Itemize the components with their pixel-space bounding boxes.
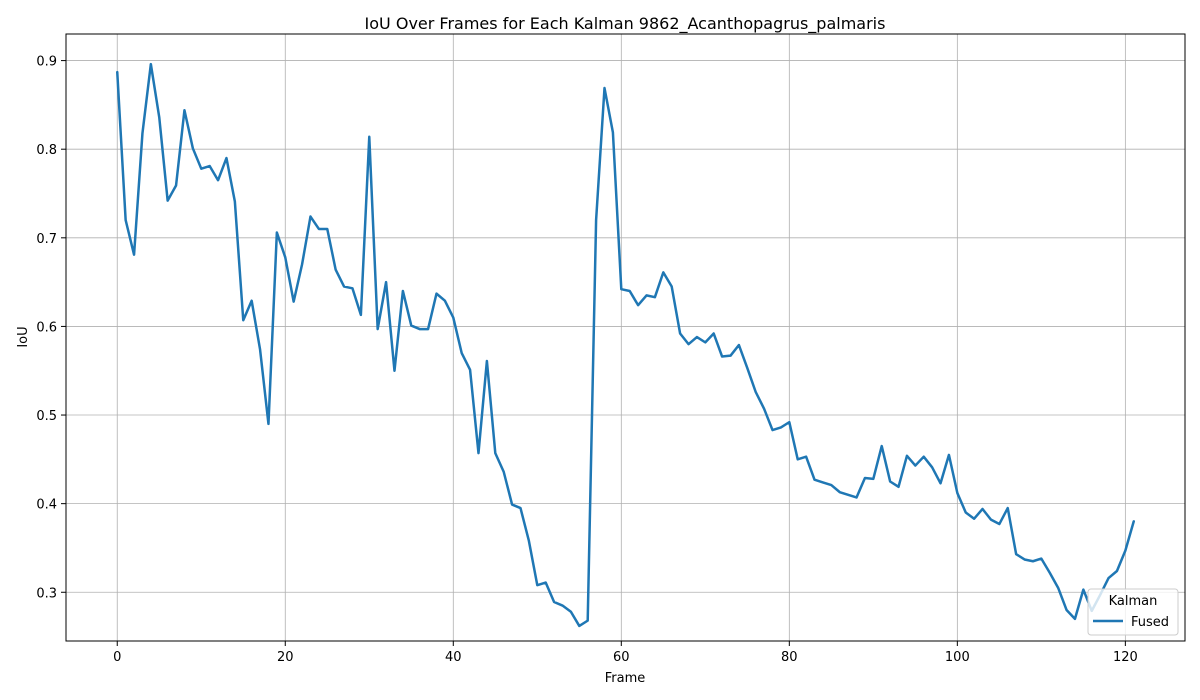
x-tick-label: 20: [277, 650, 294, 665]
y-tick-label: 0.9: [36, 55, 57, 70]
y-tick-label: 0.3: [36, 586, 57, 601]
y-tick-label: 0.4: [36, 498, 57, 513]
legend-frame: [1087, 588, 1179, 636]
x-tick-label: 60: [613, 650, 630, 665]
axis-ticks: 0 20 40 60 80 100 120 0.3 0.4 0.5 0.6 0.7 0.8 0.9: [36, 55, 1137, 665]
x-axis-label: Frame: [605, 671, 646, 686]
legend-title: Kalman: [1109, 594, 1158, 609]
chart-title: IoU Over Frames for Each Kalman 9862_Aca…: [365, 14, 886, 34]
x-tick-label: 100: [945, 650, 970, 665]
chart-legend: Kalman Fused: [1087, 588, 1179, 636]
y-tick-label: 0.5: [36, 409, 57, 424]
y-axis-label: IoU: [16, 326, 31, 347]
y-tick-label: 0.8: [36, 143, 57, 158]
x-tick-label: 80: [781, 650, 798, 665]
grid-lines: [66, 34, 1185, 641]
x-tick-label: 40: [445, 650, 462, 665]
legend-label-fused: Fused: [1131, 615, 1169, 630]
y-tick-label: 0.7: [36, 232, 57, 247]
y-tick-label: 0.6: [36, 320, 57, 335]
series-layer: [116, 62, 1135, 628]
series-line-fused: [116, 62, 1135, 628]
plot-area-frame: [65, 33, 1186, 642]
x-tick-label: 0: [113, 650, 121, 665]
x-tick-label: 120: [1113, 650, 1138, 665]
